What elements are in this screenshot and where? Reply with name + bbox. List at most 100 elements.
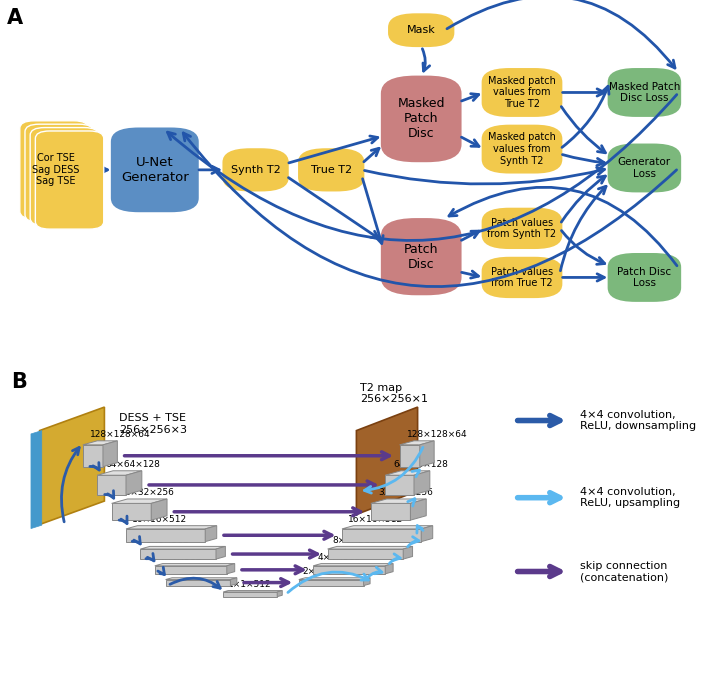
Polygon shape xyxy=(385,471,430,475)
Text: Patch Disc
Loss: Patch Disc Loss xyxy=(617,266,672,288)
Polygon shape xyxy=(313,565,385,574)
Polygon shape xyxy=(126,526,217,529)
Text: Cor TSE
Sag DESS
Sag TSE: Cor TSE Sag DESS Sag TSE xyxy=(32,153,80,187)
Text: 4×4 convolution,
ReLU, upsampling: 4×4 convolution, ReLU, upsampling xyxy=(580,487,680,508)
Polygon shape xyxy=(83,441,117,445)
Polygon shape xyxy=(299,578,370,579)
Text: 2×2×512: 2×2×512 xyxy=(168,567,212,576)
Polygon shape xyxy=(277,591,282,597)
Polygon shape xyxy=(421,526,433,542)
Text: 128×128×64: 128×128×64 xyxy=(407,430,467,439)
FancyBboxPatch shape xyxy=(606,143,683,194)
Polygon shape xyxy=(140,549,216,559)
Polygon shape xyxy=(151,499,167,520)
Polygon shape xyxy=(140,547,225,549)
FancyBboxPatch shape xyxy=(35,131,104,229)
Polygon shape xyxy=(328,549,403,559)
Polygon shape xyxy=(126,471,142,495)
Polygon shape xyxy=(313,563,393,565)
Polygon shape xyxy=(410,499,426,520)
Text: 4×4×512: 4×4×512 xyxy=(158,553,202,562)
FancyBboxPatch shape xyxy=(30,128,99,226)
Text: DESS + TSE
256×256×3: DESS + TSE 256×256×3 xyxy=(119,413,186,435)
Text: Synth T2: Synth T2 xyxy=(230,165,281,175)
FancyBboxPatch shape xyxy=(109,127,199,213)
Text: Patch values
from True T2: Patch values from True T2 xyxy=(491,266,553,288)
Polygon shape xyxy=(342,529,421,542)
Polygon shape xyxy=(112,499,167,503)
FancyBboxPatch shape xyxy=(19,121,89,219)
Polygon shape xyxy=(403,547,413,559)
Polygon shape xyxy=(83,445,103,467)
Polygon shape xyxy=(103,441,117,467)
Polygon shape xyxy=(299,579,364,586)
Polygon shape xyxy=(342,526,433,529)
Polygon shape xyxy=(166,579,230,586)
Polygon shape xyxy=(166,578,237,579)
FancyBboxPatch shape xyxy=(606,252,683,303)
Polygon shape xyxy=(31,431,42,528)
Text: A: A xyxy=(7,8,23,27)
Text: 128×128×64: 128×128×64 xyxy=(90,430,150,439)
Polygon shape xyxy=(97,475,126,495)
Polygon shape xyxy=(223,592,277,597)
Polygon shape xyxy=(112,503,151,520)
Polygon shape xyxy=(126,529,205,542)
Text: Mask: Mask xyxy=(407,25,436,35)
Polygon shape xyxy=(356,407,418,514)
FancyBboxPatch shape xyxy=(481,67,563,118)
Text: T2 map
256×256×1: T2 map 256×256×1 xyxy=(360,383,428,405)
FancyBboxPatch shape xyxy=(606,67,683,118)
Text: 8×8×512: 8×8×512 xyxy=(333,535,376,545)
Polygon shape xyxy=(230,578,237,586)
Text: 16×16×512: 16×16×512 xyxy=(348,515,403,524)
Text: B: B xyxy=(11,372,27,392)
Polygon shape xyxy=(371,503,410,520)
Polygon shape xyxy=(420,441,434,467)
Polygon shape xyxy=(414,471,430,495)
Text: 2×2×512: 2×2×512 xyxy=(302,567,346,576)
Polygon shape xyxy=(97,471,142,475)
FancyBboxPatch shape xyxy=(222,147,289,192)
Text: Patch
Disc: Patch Disc xyxy=(404,243,438,271)
Text: True T2: True T2 xyxy=(310,165,352,175)
Polygon shape xyxy=(364,578,370,586)
FancyBboxPatch shape xyxy=(297,147,366,192)
Polygon shape xyxy=(155,565,227,574)
Text: 16×16×512: 16×16×512 xyxy=(132,515,187,524)
Polygon shape xyxy=(400,441,434,445)
Text: Masked Patch
Disc Loss: Masked Patch Disc Loss xyxy=(608,82,680,103)
Polygon shape xyxy=(223,591,282,592)
Polygon shape xyxy=(328,547,413,549)
Polygon shape xyxy=(155,563,235,565)
Polygon shape xyxy=(385,475,414,495)
Text: 4×4×512: 4×4×512 xyxy=(318,553,361,562)
Text: 32×32×256: 32×32×256 xyxy=(379,489,433,497)
Text: Masked patch
values from
Synth T2: Masked patch values from Synth T2 xyxy=(488,133,556,166)
FancyBboxPatch shape xyxy=(481,207,563,250)
Polygon shape xyxy=(227,563,235,574)
Text: Patch values
from Synth T2: Patch values from Synth T2 xyxy=(487,217,557,239)
Text: Masked patch
values from
True T2: Masked patch values from True T2 xyxy=(488,76,556,109)
Text: 32×32×256: 32×32×256 xyxy=(120,489,174,497)
FancyBboxPatch shape xyxy=(380,75,462,164)
Polygon shape xyxy=(385,563,393,574)
Text: Masked
Patch
Disc: Masked Patch Disc xyxy=(397,97,445,140)
FancyBboxPatch shape xyxy=(380,217,462,296)
Text: 4×4 convolution,
ReLU, downsampling: 4×4 convolution, ReLU, downsampling xyxy=(580,410,696,431)
FancyBboxPatch shape xyxy=(387,13,455,48)
Text: 8×8×512: 8×8×512 xyxy=(145,535,189,545)
Text: skip connection
(concatenation): skip connection (concatenation) xyxy=(580,561,668,582)
FancyBboxPatch shape xyxy=(481,124,563,175)
Text: 64×64×128: 64×64×128 xyxy=(393,460,448,469)
Polygon shape xyxy=(371,499,426,503)
FancyBboxPatch shape xyxy=(481,256,563,299)
FancyBboxPatch shape xyxy=(25,124,94,222)
Text: U-Net
Generator: U-Net Generator xyxy=(121,156,189,184)
Polygon shape xyxy=(400,445,420,467)
Text: 1×1×512: 1×1×512 xyxy=(228,580,272,589)
Polygon shape xyxy=(216,547,225,559)
Text: 64×64×128: 64×64×128 xyxy=(105,460,160,469)
Polygon shape xyxy=(205,526,217,542)
Polygon shape xyxy=(40,407,104,524)
